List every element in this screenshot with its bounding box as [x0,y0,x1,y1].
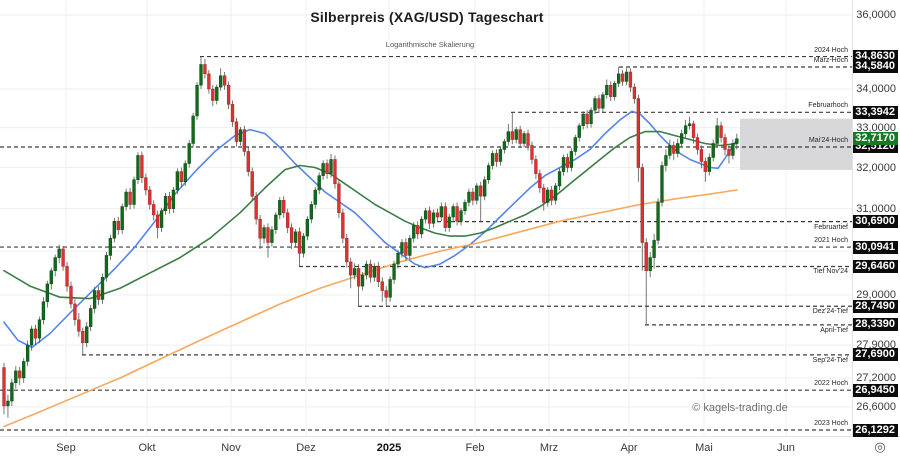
level-tag-label: Februartief [814,223,848,231]
x-month-label: Mai [695,442,713,454]
y-tick-label: 27,9000 [856,339,896,352]
level-tag-label: 2022 Hoch [814,380,848,388]
chart-subtitle: Logarithmische Skalierung [385,40,475,49]
price-level-badge: 34,8630 [853,50,898,64]
level-tag-label: Sep'24-Tief [812,356,848,364]
price-level-badge: 30,0941 [853,240,898,254]
x-month-label: Apr [620,442,638,454]
level-tag-label: Mai'24-Hoch [808,136,848,144]
x-month-label: 2025 [376,442,402,454]
y-tick-label: 34,0000 [856,83,896,96]
x-month-label: Feb [465,442,485,454]
sma-slow-orange [3,189,738,428]
level-tag-label: 2024 Hoch [814,46,848,54]
price-level-badge: 26,9450 [853,383,898,397]
price-level-badge: 26,1292 [853,423,898,437]
sma-mid-green [3,130,738,300]
price-level-badge: 28,7490 [853,299,898,313]
x-month-label: Dez [296,442,316,454]
y-tick-label: 32,0000 [856,161,896,174]
price-level-badge: 30,6900 [853,215,898,229]
x-month-label: Jun [777,442,795,454]
x-month-label: Mrz [539,442,559,454]
y-tick-label: 26,6000 [856,400,896,413]
level-tag-label: 2021 Hoch [814,237,848,245]
level-tag-label: März-Hoch [813,56,848,64]
price-level-badge: 33,3942 [853,105,898,119]
chart-title: Silberpreis (XAG/USD) Tageschart [310,9,544,25]
y-tick-label: 33,0000 [856,121,896,134]
y-tick-label: 29,0000 [856,289,896,301]
y-tick-label: 36,0000 [856,9,896,21]
price-level-badge: 27,6900 [853,348,898,362]
x-month-label: Nov [221,442,241,454]
settings-gear-icon[interactable]: ◎ [874,439,886,454]
watermark: © kagels-trading.de [692,402,788,414]
time-axis[interactable] [0,436,900,459]
current-price-badge: 32,7170 [853,132,898,146]
level-tag-label: Dez'24-Tief [812,308,848,316]
price-level-badge: 29,6460 [853,259,898,273]
y-tick-label: 27,2000 [856,371,896,384]
price-zone [740,118,852,170]
candlestick-series [2,56,739,418]
price-level-badge: 28,3390 [853,318,898,332]
level-tag-label: April-Tief [820,326,848,334]
level-tag-label: 2023 Hoch [814,420,848,427]
x-month-label: Sep [56,442,76,454]
level-tag-label: Februarhoch [808,102,848,110]
x-month-label: Okt [138,442,156,454]
y-tick-label: 31,0000 [856,202,896,215]
level-tag-label: Tief Nov'24 [813,268,848,276]
price-level-badge: 34,5840 [853,60,898,74]
